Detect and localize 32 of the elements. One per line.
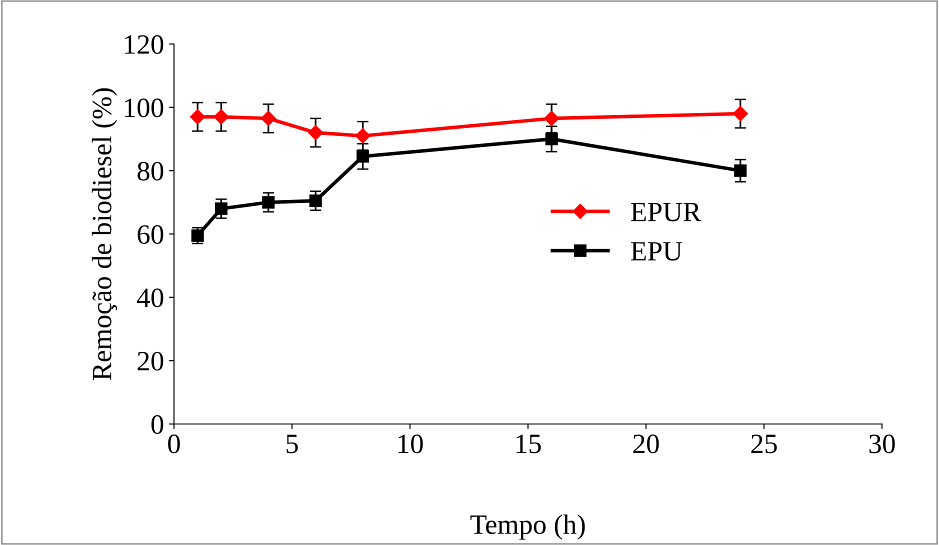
y-tick-label: 0 [151,415,164,434]
y-tick-label: 100 [125,98,164,118]
point [260,110,276,126]
point [309,194,322,207]
point [191,229,204,242]
y-tick-label: 60 [138,225,164,244]
point [734,164,747,177]
x-tick-label: 25 [751,434,777,454]
point [214,202,228,215]
y-tick-label: 20 [138,352,164,371]
x-tick-label: 5 [286,434,298,454]
point [355,128,370,144]
y-tick-label: 40 [137,288,164,308]
point [545,132,558,146]
y-tick-label: 80 [138,162,164,181]
x-tick-label: 10 [398,434,423,454]
y-tick-label: 120 [125,35,164,54]
legend-label: EPU [631,242,682,261]
point [544,110,560,126]
point [356,150,370,163]
x-tick-label: 15 [516,434,541,454]
x-tick-label: 0 [168,434,180,454]
x-tick-label: 30 [869,434,895,454]
x-axis-title: Tempo (h) [470,514,585,540]
x-tick-label: 20 [633,434,659,454]
point [214,109,229,124]
point [308,125,324,140]
y-axis-title: Remoção de biodiesel (%) [92,88,118,380]
legend-label: EPUR [631,202,702,222]
point [262,196,275,209]
point [732,106,748,122]
point [190,109,206,124]
